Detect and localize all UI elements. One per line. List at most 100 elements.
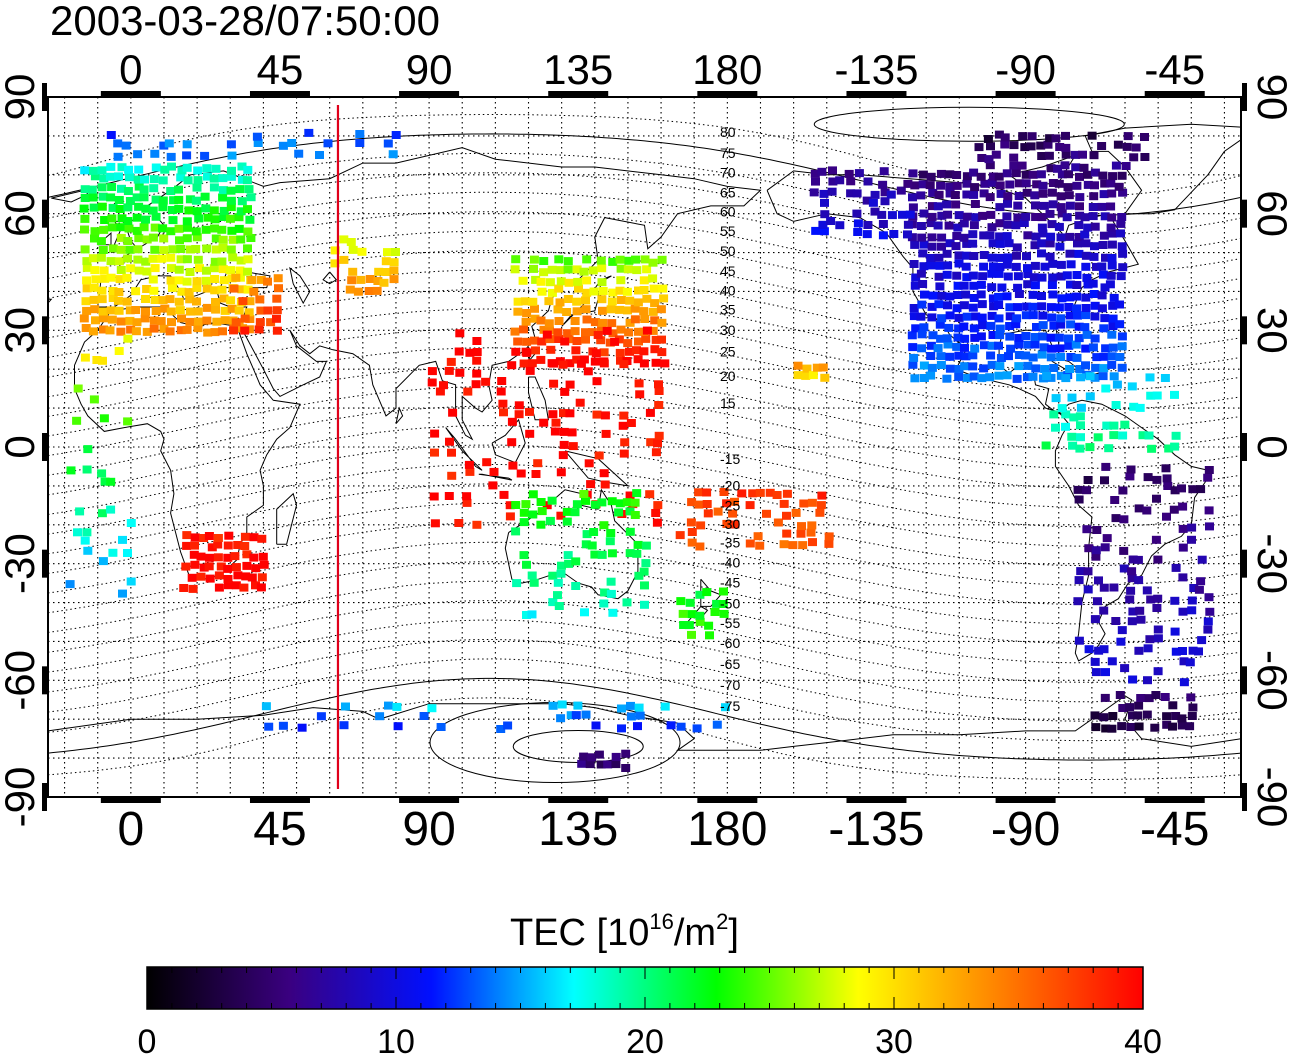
tec-point xyxy=(603,760,613,769)
tec-point xyxy=(621,764,631,772)
tec-point xyxy=(1100,314,1110,323)
contour-labels: 8075706560555045403530252015-15-20-25-30… xyxy=(720,124,740,714)
tec-point xyxy=(1054,222,1064,231)
tec-point xyxy=(1162,474,1172,483)
tec-point xyxy=(976,332,986,341)
tec-point xyxy=(527,359,537,368)
magnetic-contour xyxy=(48,425,1241,508)
tec-point xyxy=(811,177,820,186)
tec-point xyxy=(863,177,873,186)
tec-point xyxy=(210,215,220,224)
tec-point xyxy=(880,188,890,197)
tec-point xyxy=(193,166,203,175)
tec-point xyxy=(625,507,635,516)
tec-point xyxy=(600,480,610,489)
tec-point xyxy=(896,186,906,195)
tec-point xyxy=(192,297,201,306)
tec-point xyxy=(182,277,192,286)
tec-point xyxy=(1204,506,1214,515)
tec-point xyxy=(1128,711,1137,720)
tec-point xyxy=(80,353,90,362)
tec-point xyxy=(994,292,1004,301)
contour-label: 80 xyxy=(720,124,736,140)
tec-point xyxy=(183,176,193,185)
tec-point xyxy=(1126,465,1136,474)
tec-point xyxy=(1047,220,1057,229)
tec-point xyxy=(90,266,100,275)
tec-point xyxy=(625,527,635,536)
tec-point xyxy=(1089,192,1099,201)
contour-label: -30 xyxy=(720,516,740,532)
tec-point xyxy=(563,265,573,274)
tec-point xyxy=(1099,190,1109,199)
tec-point xyxy=(886,190,896,199)
tec-point xyxy=(1081,251,1091,260)
tec-point xyxy=(226,196,236,205)
tec-point xyxy=(632,549,642,558)
tec-point xyxy=(553,591,562,600)
tec-point xyxy=(980,341,989,350)
tec-point xyxy=(607,497,617,506)
tec-point xyxy=(96,253,106,262)
tec-point xyxy=(389,258,399,267)
tec-point xyxy=(556,714,566,723)
colorbar-ticks: 0 10 20 30 40 xyxy=(138,967,1162,1061)
tec-point xyxy=(175,306,185,315)
tec-point xyxy=(1011,262,1021,271)
tec-point xyxy=(788,541,798,550)
tec-point xyxy=(116,223,126,232)
tec-point xyxy=(995,262,1005,271)
tec-point xyxy=(640,600,649,609)
tec-point xyxy=(1134,646,1144,655)
tec-point xyxy=(1111,514,1121,523)
tec-point xyxy=(165,295,175,304)
tec-point xyxy=(1037,152,1047,160)
tec-point xyxy=(820,373,830,382)
tec-point xyxy=(227,151,237,160)
tec-point xyxy=(1127,382,1137,391)
tec-point xyxy=(1066,353,1076,361)
tec-point xyxy=(954,251,964,260)
tec-point xyxy=(272,294,282,303)
tec-point xyxy=(193,307,203,316)
tec-point xyxy=(489,467,499,476)
tec-point xyxy=(928,291,938,300)
tec-point xyxy=(793,371,803,380)
tec-point xyxy=(919,240,929,249)
tec-point xyxy=(1197,555,1207,564)
tec-point xyxy=(430,448,439,457)
tec-point xyxy=(635,711,645,720)
tec-point xyxy=(1045,134,1055,143)
tec-point xyxy=(114,172,123,181)
tec-point xyxy=(951,242,961,251)
colorbar-tick-label: 10 xyxy=(377,1023,415,1057)
tec-point xyxy=(132,318,142,327)
tec-point xyxy=(223,541,233,550)
tec-point xyxy=(1153,594,1163,603)
frame-tick-top xyxy=(995,91,1056,96)
tec-point xyxy=(97,166,107,175)
tec-point xyxy=(626,419,636,427)
tec-point xyxy=(641,541,651,550)
tec-point xyxy=(455,368,465,377)
tec-point xyxy=(1022,188,1032,197)
tec-point xyxy=(1065,365,1075,373)
tec-point xyxy=(218,186,228,195)
tec-point xyxy=(1203,617,1213,626)
coastline xyxy=(289,266,311,305)
tec-point xyxy=(225,214,235,223)
tec-point xyxy=(1187,523,1197,532)
tec-point xyxy=(256,275,266,284)
tec-point xyxy=(988,239,998,248)
tec-point xyxy=(1109,293,1119,302)
tec-point xyxy=(89,203,99,212)
tec-point xyxy=(263,277,272,286)
tec-point xyxy=(927,212,937,221)
tec-point xyxy=(945,352,955,361)
tec-point xyxy=(853,228,863,236)
tec-point xyxy=(1090,615,1100,624)
tec-point xyxy=(961,262,971,271)
tec-point xyxy=(247,573,257,582)
tec-point xyxy=(1002,292,1012,301)
tec-point xyxy=(553,305,563,314)
